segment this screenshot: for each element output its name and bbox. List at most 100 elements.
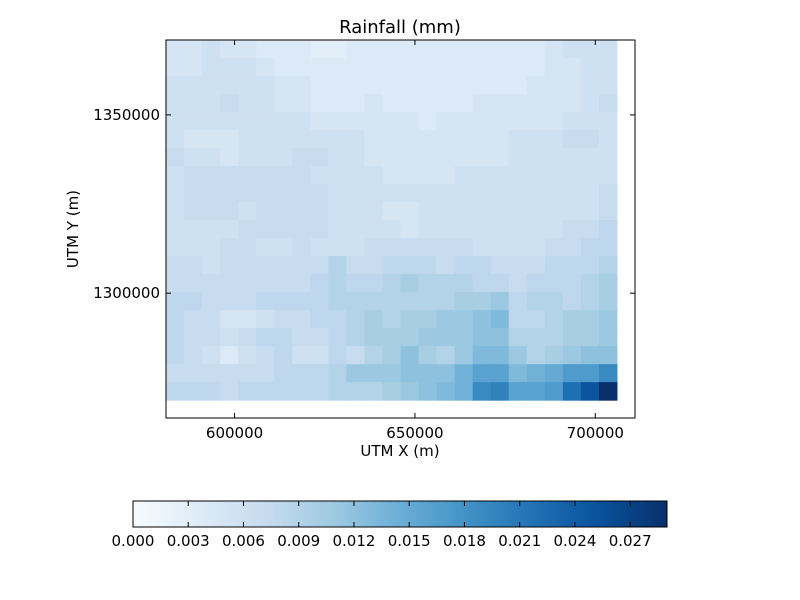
heatmap-cell <box>526 256 546 275</box>
heatmap-cell <box>598 58 618 77</box>
heatmap-cell <box>436 238 456 257</box>
heatmap-cell <box>346 238 365 257</box>
heatmap-cell <box>166 166 185 185</box>
heatmap-cell <box>220 58 239 77</box>
x-tick-label: 600000 <box>206 424 263 442</box>
heatmap-cell <box>436 58 456 77</box>
heatmap-cell <box>598 202 618 221</box>
heatmap-cell <box>220 202 239 221</box>
heatmap-cell <box>418 256 438 275</box>
heatmap-cell <box>166 328 185 347</box>
heatmap-cell <box>220 130 239 149</box>
heatmap-cell <box>346 130 365 149</box>
heatmap-cell <box>256 364 275 383</box>
colorbar-tick-label: 0.021 <box>498 532 541 550</box>
heatmap-cell <box>400 112 420 131</box>
heatmap-cell <box>328 274 347 293</box>
heatmap-cell <box>526 130 546 149</box>
heatmap-cell <box>328 184 347 203</box>
heatmap-cell <box>328 112 347 131</box>
heatmap-cell <box>364 238 383 257</box>
heatmap-cell <box>454 364 474 383</box>
heatmap-cell <box>202 310 221 329</box>
heatmap-cell <box>472 238 492 257</box>
heatmap-cell <box>292 382 311 401</box>
heatmap-cell <box>526 112 546 131</box>
heatmap-cell <box>364 220 383 239</box>
heatmap-cell <box>508 310 528 329</box>
heatmap-cell <box>238 364 257 383</box>
heatmap-cell <box>184 310 203 329</box>
heatmap-cell <box>202 256 221 275</box>
heatmap-cell <box>382 76 401 95</box>
heatmap-cell <box>256 310 275 329</box>
heatmap-cell <box>364 112 383 131</box>
heatmap-cell <box>364 274 383 293</box>
heatmap-cell <box>292 364 311 383</box>
heatmap-cell <box>562 76 582 95</box>
heatmap-cell <box>580 274 600 293</box>
heatmap-cell <box>382 112 401 131</box>
heatmap-cell <box>202 382 221 401</box>
heatmap-cell <box>166 238 185 257</box>
heatmap-cell <box>544 76 564 95</box>
heatmap-cell <box>256 58 275 77</box>
heatmap-cell <box>508 292 528 311</box>
heatmap-cell <box>436 130 456 149</box>
heatmap-cell <box>454 94 474 113</box>
heatmap-cell <box>166 274 185 293</box>
heatmap-cell <box>382 292 401 311</box>
heatmap-cell <box>382 94 401 113</box>
heatmap-cell <box>184 184 203 203</box>
heatmap-cell <box>292 310 311 329</box>
heatmap-cell <box>436 94 456 113</box>
heatmap-cell <box>598 346 618 365</box>
heatmap-cell <box>508 148 528 167</box>
heatmap-cell <box>184 256 203 275</box>
heatmap-cell <box>310 130 329 149</box>
heatmap-cell <box>544 346 564 365</box>
heatmap-cell <box>382 346 401 365</box>
heatmap-cell <box>220 274 239 293</box>
heatmap-cell <box>454 382 474 401</box>
heatmap-cell <box>436 76 456 95</box>
heatmap-cell <box>346 382 365 401</box>
heatmap-cell <box>580 76 600 95</box>
heatmap-cell <box>292 346 311 365</box>
heatmap-cell <box>382 274 401 293</box>
heatmap-cell <box>166 40 185 59</box>
heatmap-cell <box>562 184 582 203</box>
heatmap-cell <box>436 112 456 131</box>
heatmap-cell <box>346 310 365 329</box>
heatmap-cell <box>292 238 311 257</box>
heatmap-cell <box>292 166 311 185</box>
heatmap-cell <box>382 184 401 203</box>
heatmap-cell <box>526 220 546 239</box>
heatmap-cell <box>562 58 582 77</box>
heatmap-cell <box>418 76 438 95</box>
heatmap-cell <box>598 184 618 203</box>
heatmap-cell <box>274 220 293 239</box>
heatmap-cell <box>544 130 564 149</box>
heatmap-cell <box>292 40 311 59</box>
heatmap-cell <box>166 220 185 239</box>
heatmap-cell <box>310 94 329 113</box>
heatmap-cell <box>346 166 365 185</box>
heatmap-cell <box>256 112 275 131</box>
heatmap-cell <box>454 148 474 167</box>
heatmap-cell <box>526 148 546 167</box>
heatmap-cell <box>454 292 474 311</box>
heatmap-cell <box>256 292 275 311</box>
heatmap-cell <box>418 202 438 221</box>
heatmap-cell <box>328 130 347 149</box>
heatmap-cell <box>346 76 365 95</box>
heatmap-cell <box>580 58 600 77</box>
heatmap-cell <box>238 256 257 275</box>
heatmap-cell <box>598 148 618 167</box>
heatmap-cell <box>400 184 420 203</box>
heatmap-cell <box>184 94 203 113</box>
heatmap-cell <box>490 166 510 185</box>
heatmap-cell <box>256 40 275 59</box>
heatmap-cell <box>544 382 564 401</box>
heatmap-cell <box>346 94 365 113</box>
